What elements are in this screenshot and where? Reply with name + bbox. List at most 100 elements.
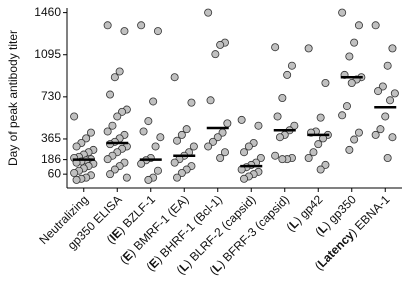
- point: [70, 168, 79, 177]
- point: [153, 27, 162, 36]
- point: [378, 82, 387, 91]
- point: [206, 96, 215, 105]
- point: [177, 168, 186, 177]
- point: [354, 128, 363, 137]
- point: [110, 165, 119, 174]
- point: [208, 137, 217, 146]
- point: [177, 130, 186, 139]
- point: [144, 175, 153, 184]
- point: [156, 133, 165, 142]
- point: [316, 165, 325, 174]
- point: [374, 87, 383, 96]
- point: [354, 21, 363, 30]
- point: [110, 73, 119, 82]
- point: [137, 159, 146, 168]
- y-tick-label: 730: [41, 89, 61, 103]
- point: [342, 102, 351, 111]
- point: [240, 148, 249, 157]
- point: [345, 145, 354, 154]
- point: [223, 119, 232, 128]
- point: [170, 73, 179, 82]
- point: [271, 43, 280, 52]
- point: [151, 142, 160, 151]
- point: [390, 89, 399, 98]
- point: [338, 8, 347, 17]
- point: [187, 98, 196, 107]
- point: [72, 142, 81, 151]
- point: [278, 94, 287, 103]
- point: [275, 133, 284, 142]
- y-tick-label: 60: [48, 166, 62, 180]
- point: [388, 44, 397, 53]
- point: [304, 44, 313, 53]
- point: [137, 21, 146, 30]
- point: [371, 21, 380, 30]
- point: [271, 151, 280, 160]
- point: [237, 115, 246, 124]
- point: [106, 90, 115, 99]
- point: [287, 61, 296, 70]
- point: [173, 173, 182, 182]
- point: [153, 166, 162, 175]
- point: [144, 117, 153, 126]
- point: [220, 148, 229, 157]
- point: [204, 8, 213, 17]
- point: [70, 112, 79, 121]
- point: [149, 97, 158, 106]
- point: [304, 153, 313, 162]
- point: [173, 136, 182, 145]
- y-tick-label: 1460: [34, 5, 61, 19]
- point: [216, 40, 225, 49]
- point: [182, 125, 191, 134]
- point: [256, 153, 265, 162]
- point: [316, 113, 325, 122]
- point: [170, 158, 179, 167]
- point: [103, 127, 112, 136]
- y-axis-label: Day of peak antibody titer: [6, 30, 20, 166]
- point: [106, 170, 115, 179]
- point: [321, 79, 330, 88]
- point: [254, 121, 263, 130]
- point: [103, 21, 112, 30]
- point: [314, 140, 323, 149]
- point: [213, 133, 222, 142]
- point: [86, 128, 95, 137]
- point: [338, 111, 347, 120]
- point: [204, 142, 213, 151]
- point: [347, 79, 356, 88]
- point: [120, 27, 129, 36]
- point: [376, 125, 385, 134]
- point: [383, 61, 392, 70]
- point: [388, 133, 397, 142]
- point: [113, 112, 122, 121]
- point: [273, 112, 282, 121]
- point: [103, 155, 112, 164]
- point: [82, 134, 91, 143]
- point: [383, 153, 392, 162]
- point: [371, 130, 380, 139]
- point: [108, 121, 117, 130]
- point: [122, 173, 131, 182]
- point: [381, 112, 390, 121]
- point: [211, 50, 220, 59]
- point: [309, 148, 318, 157]
- point: [139, 127, 148, 136]
- y-tick-label: 186: [41, 152, 61, 166]
- point: [386, 96, 395, 105]
- point: [345, 52, 354, 61]
- point: [72, 175, 81, 184]
- point: [216, 153, 225, 162]
- point: [350, 38, 359, 47]
- point: [115, 67, 124, 76]
- point: [244, 142, 253, 151]
- point: [283, 70, 292, 79]
- point: [278, 155, 287, 164]
- y-tick-label: 1095: [34, 47, 61, 61]
- point: [189, 142, 198, 151]
- point: [240, 174, 249, 183]
- point: [118, 107, 127, 116]
- point: [350, 135, 359, 144]
- point: [321, 160, 330, 169]
- y-tick-label: 365: [41, 131, 61, 145]
